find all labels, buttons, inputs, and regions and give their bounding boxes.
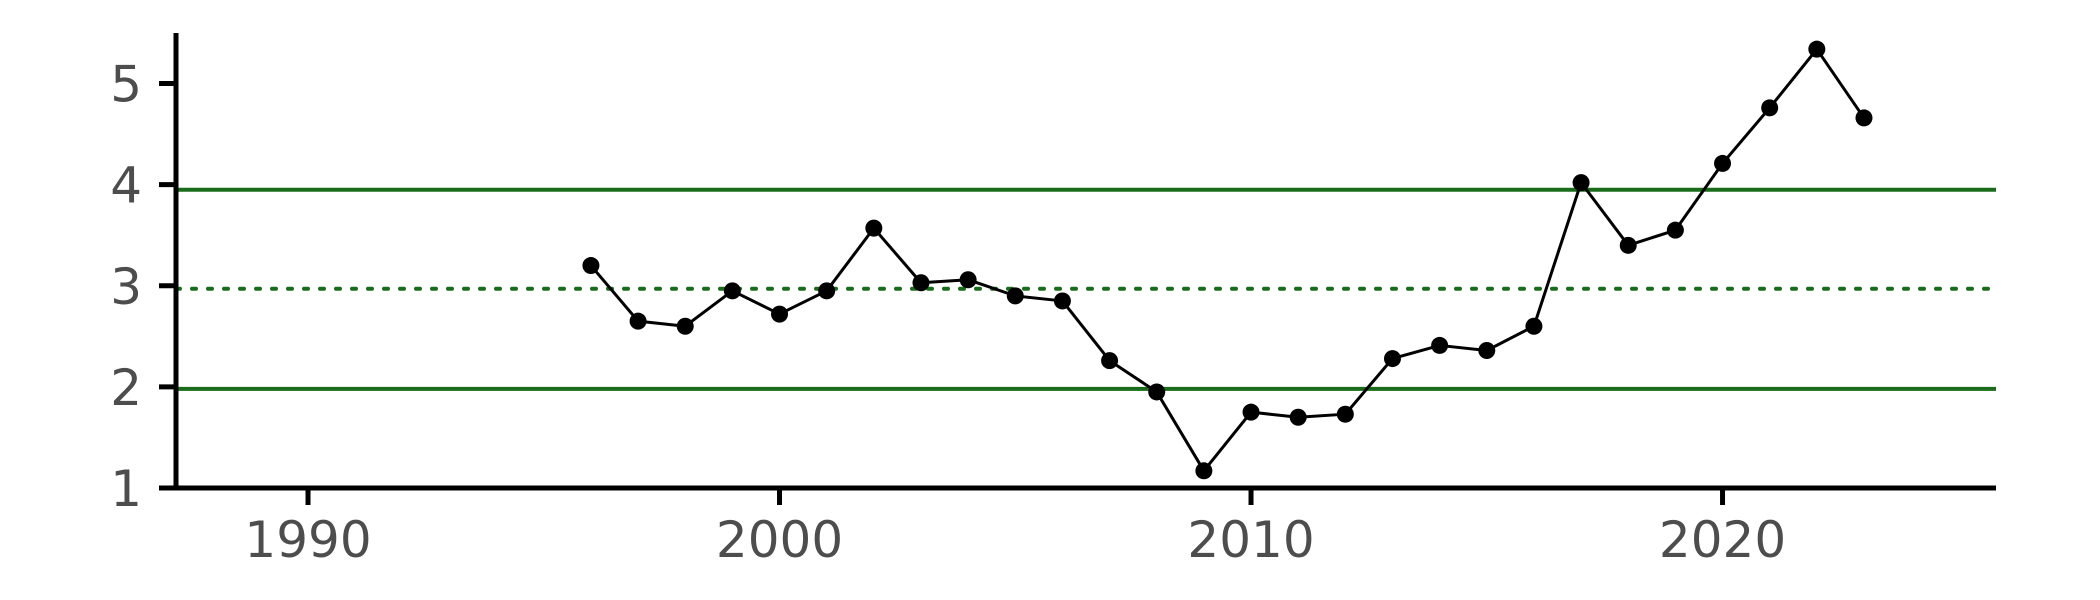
series-group [582,40,1873,480]
data-point [1525,317,1543,335]
series-line [589,47,1866,473]
data-point [1808,40,1826,58]
data-point [912,274,930,292]
data-point [1242,403,1260,421]
y-axis-ticks: 1 2 3 4 5 [110,56,176,518]
y-tick-label: 1 [110,460,142,518]
data-point [1053,292,1071,310]
y-tick-label: 3 [110,258,142,316]
data-point [1195,462,1213,480]
data-point [1666,221,1684,239]
y-tick-label: 4 [110,157,142,215]
x-tick-label: 2000 [716,511,843,569]
data-point [629,312,647,330]
x-tick-label: 1990 [244,511,371,569]
data-point [1101,352,1119,370]
data-point [1572,174,1590,192]
data-point [1619,236,1637,254]
y-tick-label: 5 [110,56,142,114]
data-point [723,282,741,300]
data-point [818,282,836,300]
data-point [1383,350,1401,368]
data-point [1855,109,1873,127]
data-point [865,219,883,237]
axes [173,33,1996,491]
data-point [1289,408,1307,426]
data-point [1761,99,1779,117]
data-point [1431,336,1449,354]
data-point [771,305,789,323]
reference-lines [174,187,1998,391]
data-point [1714,154,1732,172]
data-point [1336,405,1354,423]
data-point [1478,341,1496,359]
data-point [1148,383,1166,401]
x-tick-label: 2020 [1659,511,1786,569]
data-point [676,317,694,335]
data-point [582,257,600,275]
data-point [1006,287,1024,305]
y-tick-label: 2 [110,359,142,417]
x-axis-ticks: 1990 2000 2010 2020 [244,488,1786,569]
data-point [959,271,977,289]
x-tick-label: 2010 [1187,511,1314,569]
